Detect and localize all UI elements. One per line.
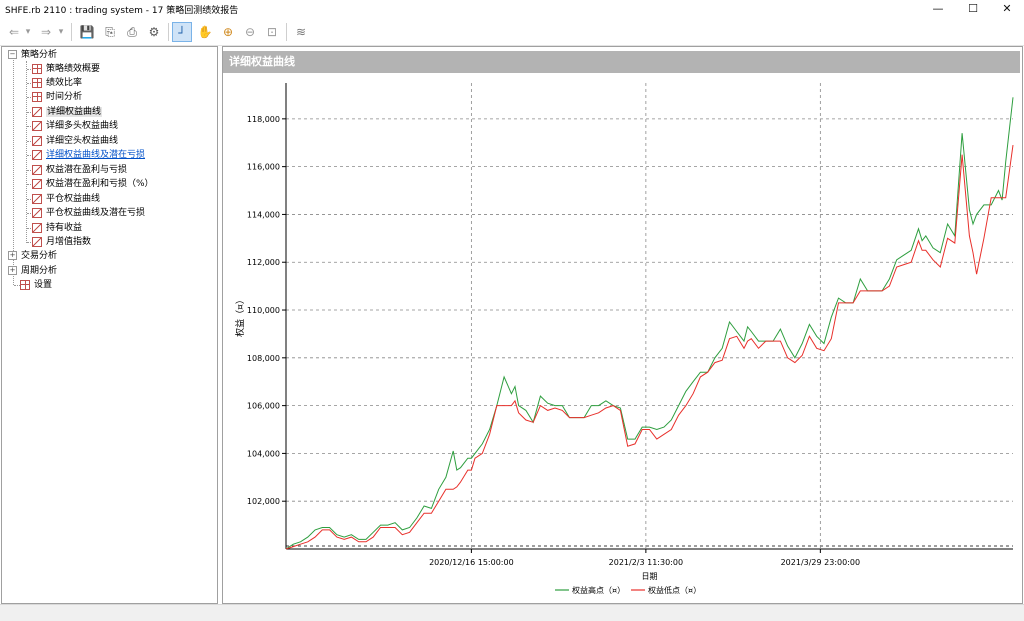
panel-title: 详细权益曲线 — [223, 51, 1020, 73]
y-tick-label: 112,000 — [247, 258, 280, 267]
forward-arrow-icon[interactable]: ⇒ — [40, 25, 52, 39]
back-arrow-icon[interactable]: ⇐ — [8, 25, 20, 39]
legend-label: 权益高点（¤） — [572, 585, 625, 595]
table-icon — [20, 279, 30, 290]
settings-gear-icon[interactable]: ⚙ — [148, 25, 160, 39]
tree-node-strategy-analysis[interactable]: − 策略分析 — [8, 50, 58, 60]
open-icon[interactable]: ⎘ — [105, 25, 115, 39]
y-tick-label: 116,000 — [247, 163, 280, 172]
tree-item-closed-equity[interactable]: 平仓权益曲线 — [32, 193, 100, 206]
tree-node-period-analysis[interactable]: + 周期分析 — [8, 266, 58, 276]
chart-icon — [32, 193, 42, 204]
toolbar-separator — [286, 23, 287, 41]
tree-item-equity-curve[interactable]: 详细权益曲线 — [32, 106, 103, 119]
toolbar-separator — [71, 23, 72, 41]
chart-icon — [32, 222, 42, 233]
chart-icon — [32, 149, 42, 160]
expand-icon[interactable]: + — [8, 251, 17, 260]
x-tick-label: 2021/2/3 11:30:00 — [609, 558, 683, 567]
fit-icon[interactable]: ⊡ — [266, 25, 278, 39]
tree-item-potential-pl-percent[interactable]: 权益潜在盈利和亏损（%） — [32, 178, 154, 191]
zoom-in-icon[interactable]: ⊕ — [222, 25, 234, 39]
expand-icon[interactable]: + — [8, 266, 17, 275]
print-icon[interactable]: ⎙ — [127, 25, 137, 39]
report-panel: 详细权益曲线 102,000 104,000 106,000 108,000 110,0… — [222, 46, 1023, 604]
y-axis-label: 权益（¤） — [234, 295, 246, 337]
table-icon — [32, 91, 42, 102]
hand-pan-icon[interactable]: ✋ — [197, 25, 213, 39]
collapse-icon[interactable]: − — [8, 50, 17, 59]
table-icon — [32, 77, 42, 88]
tree-item-monthly-index[interactable]: 月增值指数 — [32, 236, 91, 249]
tree-item-potential-pl[interactable]: 权益潜在盈利与亏损 — [32, 164, 127, 177]
tree-item-closed-equity-drawdown[interactable]: 平仓权益曲线及潜在亏损 — [32, 207, 145, 220]
navigation-tree: − 策略分析 策略绩效概要 绩效比率 时间分析 详细权益曲线 详细多头权益曲线 详… — [1, 46, 218, 604]
save-icon[interactable]: 💾 — [79, 25, 95, 39]
forward-dropdown-icon[interactable]: ▾ — [58, 27, 64, 37]
crosshair-icon[interactable]: ┘ — [172, 22, 192, 42]
table-icon — [32, 63, 42, 74]
x-tick-label: 2020/12/16 15:00:00 — [429, 558, 514, 567]
series-line-high — [285, 97, 1014, 550]
equity-chart[interactable]: 102,000 104,000 106,000 108,000 110,000 112,0… — [223, 75, 1020, 601]
chart-icon — [32, 120, 42, 131]
toolbar: ⇐ ▾ ⇒ ▾ 💾 ⎘ ⎙ ⚙ ┘ ✋ ⊕ ⊖ ⊡ ≋ — [0, 19, 1024, 46]
back-dropdown-icon[interactable]: ▾ — [25, 27, 31, 37]
wave-icon[interactable]: ≋ — [295, 25, 307, 39]
title-bar: SHFE.rb 2110 : trading system - 17 策略回测绩… — [0, 0, 1024, 18]
chart-icon — [32, 236, 42, 247]
close-button[interactable]: ✕ — [1002, 2, 1012, 15]
chart-icon — [32, 106, 42, 117]
zoom-out-icon[interactable]: ⊖ — [244, 25, 256, 39]
chart-icon — [32, 135, 42, 146]
chart-icon — [32, 207, 42, 218]
series-line-low — [285, 145, 1014, 550]
tree-item-time-analysis[interactable]: 时间分析 — [32, 91, 82, 104]
y-tick-label: 110,000 — [247, 306, 280, 315]
y-tick-label: 102,000 — [247, 497, 280, 506]
chart-icon — [32, 178, 42, 189]
tree-item-summary[interactable]: 策略绩效概要 — [32, 63, 100, 76]
y-tick-label: 118,000 — [247, 115, 280, 124]
tree-item-long-equity[interactable]: 详细多头权益曲线 — [32, 120, 118, 133]
status-bar — [0, 604, 1024, 621]
window-title: SHFE.rb 2110 : trading system - 17 策略回测绩… — [5, 6, 239, 16]
tree-node-trade-analysis[interactable]: + 交易分析 — [8, 251, 58, 261]
x-axis-label: 日期 — [642, 572, 658, 581]
y-tick-label: 114,000 — [247, 210, 280, 219]
legend-label: 权益低点（¤） — [648, 585, 701, 595]
tree-item-ratios[interactable]: 绩效比率 — [32, 77, 82, 90]
toolbar-separator — [168, 23, 169, 41]
maximize-button[interactable]: ☐ — [968, 2, 978, 15]
minimize-button[interactable]: — — [932, 2, 944, 15]
y-tick-label: 104,000 — [247, 449, 280, 458]
tree-item-short-equity[interactable]: 详细空头权益曲线 — [32, 135, 118, 148]
tree-item-holding-return[interactable]: 持有收益 — [32, 222, 82, 235]
tree-node-settings[interactable]: 设置 — [20, 279, 52, 292]
chart-icon — [32, 164, 42, 175]
y-tick-label: 108,000 — [247, 354, 280, 363]
x-tick-label: 2021/3/29 23:00:00 — [781, 558, 861, 567]
tree-item-equity-drawdown[interactable]: 详细权益曲线及潜在亏损 — [32, 149, 145, 162]
y-tick-label: 106,000 — [247, 402, 280, 411]
